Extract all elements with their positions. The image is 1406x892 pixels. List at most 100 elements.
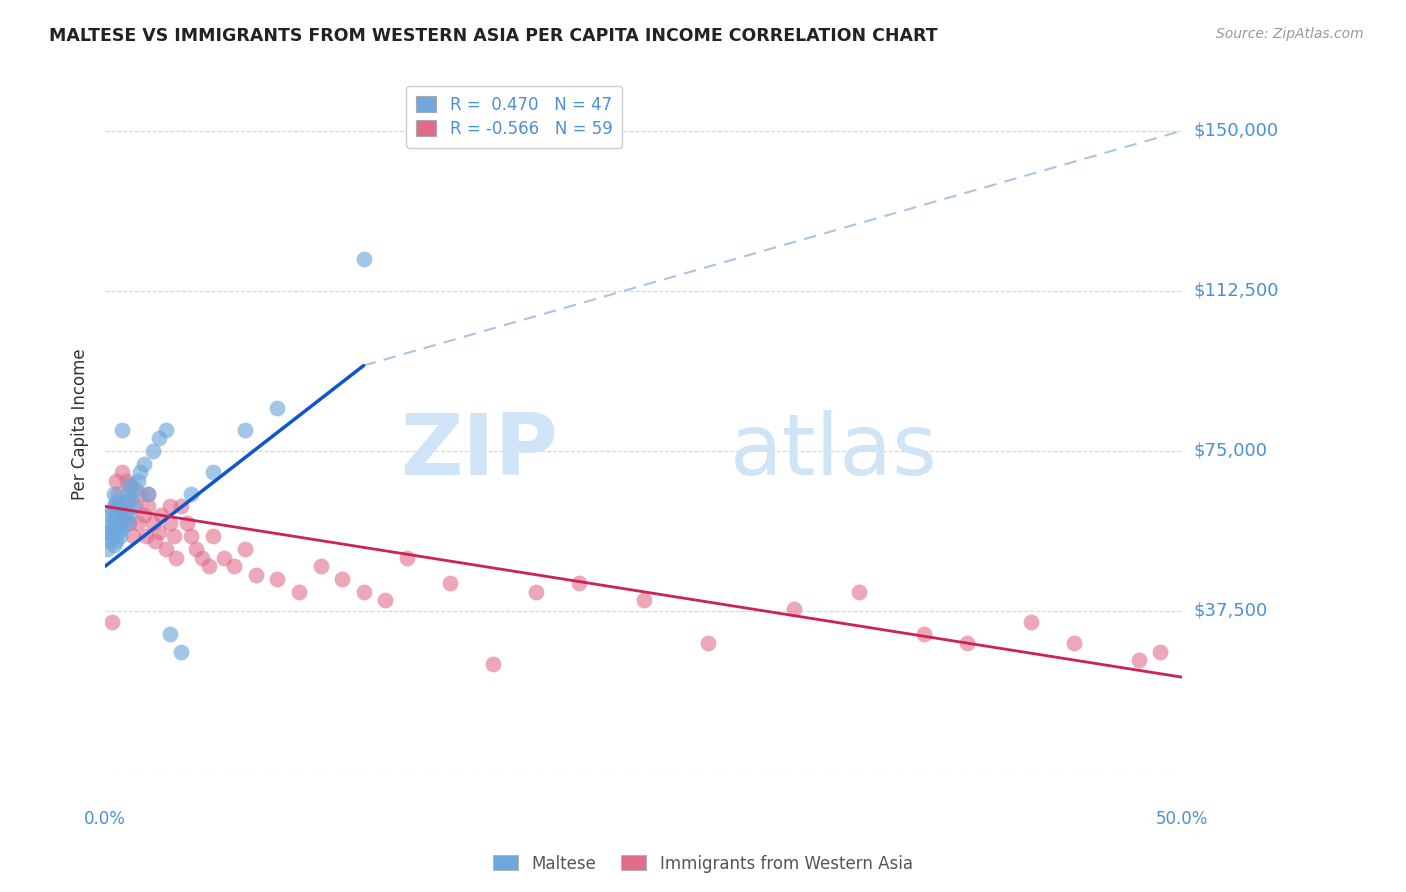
Point [148,524,170,539]
Point [98,508,121,522]
Point [132,508,155,522]
Text: MALTESE VS IMMIGRANTS FROM WESTERN ASIA PER CAPITA INCOME CORRELATION CHART: MALTESE VS IMMIGRANTS FROM WESTERN ASIA … [49,27,938,45]
Point [148,431,170,445]
Point [124,483,146,497]
Point [115,495,138,509]
Point [224,559,246,574]
Point [212,550,235,565]
Text: ZIP: ZIP [399,410,557,493]
Point [482,657,505,672]
Point [103,538,125,552]
Point [104,474,127,488]
Point [288,584,311,599]
Point [110,500,132,514]
Point [330,572,353,586]
Point [100,615,122,629]
Text: $112,500: $112,500 [1194,282,1278,300]
Point [201,465,224,479]
Point [111,423,134,437]
Point [568,576,591,591]
Point [159,516,181,531]
Point [122,529,145,543]
Point [309,559,332,574]
Text: 0.0%: 0.0% [84,810,127,828]
Point [176,516,198,531]
Text: Source: ZipAtlas.com: Source: ZipAtlas.com [1216,27,1364,41]
Point [159,627,181,641]
Point [1019,615,1042,629]
Point [100,504,122,518]
Point [120,491,142,505]
Point [155,423,177,437]
Point [98,516,121,531]
Point [955,636,977,650]
Legend: Maltese, Immigrants from Western Asia: Maltese, Immigrants from Western Asia [486,848,920,880]
Point [169,500,191,514]
Point [114,512,136,526]
Point [127,474,149,488]
Point [115,516,138,531]
Point [155,542,177,557]
Point [110,516,132,531]
Point [912,627,935,641]
Point [100,529,122,543]
Point [524,584,547,599]
Point [107,524,129,539]
Text: $75,000: $75,000 [1194,442,1267,460]
Point [124,500,146,514]
Point [163,529,186,543]
Point [633,593,655,607]
Point [142,516,165,531]
Point [104,521,127,535]
Point [783,602,806,616]
Point [107,486,129,500]
Point [848,584,870,599]
Point [107,500,129,514]
Point [132,457,155,471]
Point [120,478,142,492]
Point [104,495,127,509]
Point [98,533,121,548]
Text: $150,000: $150,000 [1194,122,1278,140]
Point [266,401,288,416]
Point [107,512,129,526]
Point [118,516,141,531]
Point [159,500,181,514]
Text: 50.0%: 50.0% [1156,810,1208,828]
Point [110,529,132,543]
Point [233,423,256,437]
Text: atlas: atlas [730,410,938,493]
Point [233,542,256,557]
Point [697,636,720,650]
Point [439,576,461,591]
Point [180,529,202,543]
Point [96,542,118,557]
Point [136,486,159,500]
Point [96,524,118,539]
Point [128,465,150,479]
Point [191,550,214,565]
Point [104,508,127,522]
Point [201,529,224,543]
Point [136,500,159,514]
Point [104,533,127,548]
Point [142,444,165,458]
Point [115,474,138,488]
Point [180,486,202,500]
Point [197,559,219,574]
Point [143,533,166,548]
Point [118,478,141,492]
Text: $37,500: $37,500 [1194,602,1267,620]
Point [136,486,159,500]
Point [374,593,396,607]
Point [114,495,136,509]
Legend: R =  0.470   N = 47, R = -0.566   N = 59: R = 0.470 N = 47, R = -0.566 N = 59 [406,86,623,147]
Point [115,486,138,500]
Point [184,542,207,557]
Point [110,504,132,518]
Point [353,252,375,266]
Point [103,516,125,531]
Point [118,508,141,522]
Point [1128,653,1150,667]
Point [100,521,122,535]
